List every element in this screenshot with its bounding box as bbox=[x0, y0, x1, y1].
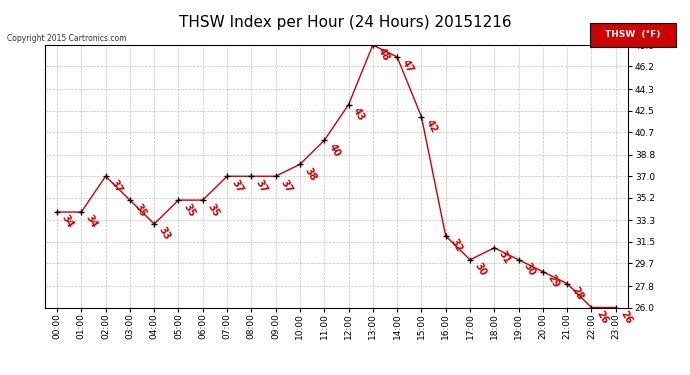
Text: THSW  (°F): THSW (°F) bbox=[605, 30, 661, 39]
Text: 37: 37 bbox=[279, 178, 294, 194]
Text: 33: 33 bbox=[157, 225, 172, 242]
Text: 32: 32 bbox=[448, 237, 464, 254]
Text: 43: 43 bbox=[351, 106, 366, 123]
Text: 34: 34 bbox=[84, 213, 99, 230]
Text: 26: 26 bbox=[618, 309, 634, 326]
Text: 42: 42 bbox=[424, 118, 440, 135]
Text: 37: 37 bbox=[108, 178, 124, 194]
Text: 35: 35 bbox=[206, 201, 221, 218]
Text: 30: 30 bbox=[522, 261, 537, 278]
Text: 30: 30 bbox=[473, 261, 489, 278]
Text: 35: 35 bbox=[181, 201, 197, 218]
Text: 37: 37 bbox=[230, 178, 245, 194]
Text: 37: 37 bbox=[254, 178, 270, 194]
Text: 29: 29 bbox=[546, 273, 561, 290]
Text: 48: 48 bbox=[375, 46, 391, 63]
Text: 38: 38 bbox=[303, 166, 318, 183]
Text: THSW Index per Hour (24 Hours) 20151216: THSW Index per Hour (24 Hours) 20151216 bbox=[179, 15, 511, 30]
Text: Copyright 2015 Cartronics.com: Copyright 2015 Cartronics.com bbox=[7, 34, 126, 43]
Text: 40: 40 bbox=[327, 142, 342, 159]
Text: 34: 34 bbox=[60, 213, 75, 230]
Text: 28: 28 bbox=[570, 285, 585, 302]
Text: 26: 26 bbox=[594, 309, 610, 326]
Text: 47: 47 bbox=[400, 58, 415, 75]
Text: 35: 35 bbox=[132, 201, 148, 218]
Text: 31: 31 bbox=[497, 249, 513, 266]
